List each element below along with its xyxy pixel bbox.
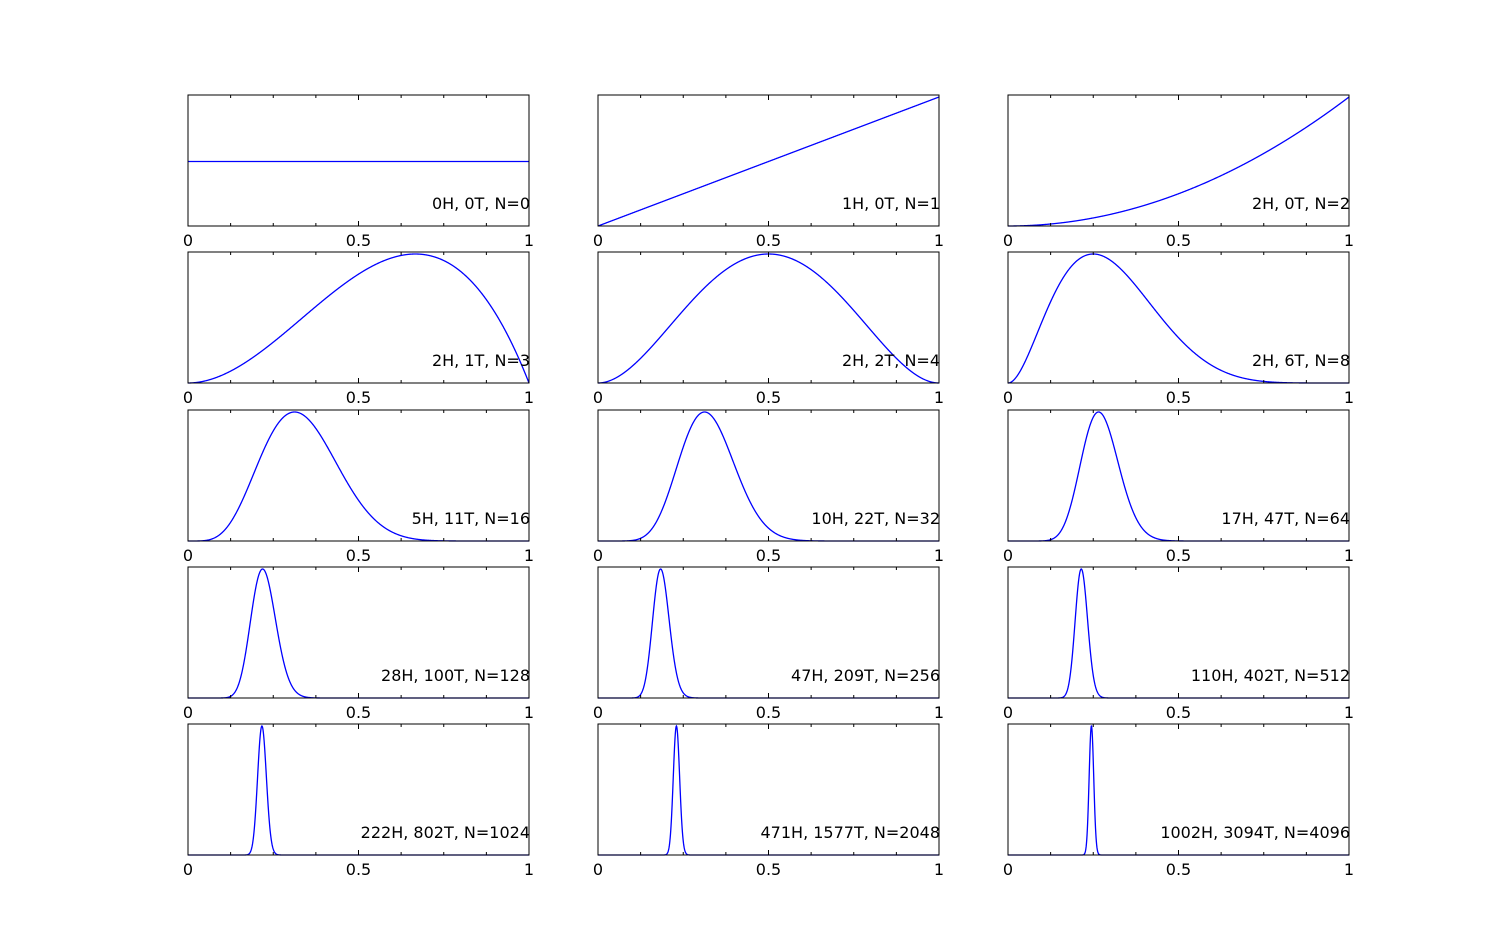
x-tick-label: 0 [593,231,603,250]
panel-6: 0 0.5 1 2H, 6T, N=8 [1003,251,1354,407]
x-tick-label: 0 [593,703,603,722]
x-tick-label: 0 [183,231,193,250]
panel-annotation: 1002H, 3094T, N=4096 [1160,823,1350,842]
x-tick-label: 1 [1344,860,1354,879]
x-tick-label: 0 [183,860,193,879]
panel-annotation: 17H, 47T, N=64 [1221,509,1350,528]
panel-8: 0 0.5 1 10H, 22T, N=32 [593,409,944,565]
panel-annotation: 471H, 1577T, N=2048 [761,823,941,842]
panel-annotation: 222H, 802T, N=1024 [361,823,530,842]
panel-7: 0 0.5 1 5H, 11T, N=16 [183,409,534,565]
x-tick-label: 0 [593,388,603,407]
x-tick-label: 0.5 [1166,703,1191,722]
x-tick-label: 1 [934,703,944,722]
x-tick-label: 0.5 [756,703,781,722]
x-tick-label: 1 [1344,231,1354,250]
x-tick-label: 0.5 [756,860,781,879]
panel-annotation: 28H, 100T, N=128 [381,666,530,685]
density-curve [597,96,940,227]
panel-11: 0 0.5 1 47H, 209T, N=256 [593,566,944,722]
panel-14: 0 0.5 1 471H, 1577T, N=2048 [593,723,944,879]
panel-annotation: 2H, 1T, N=3 [432,351,530,370]
panel-5: 0 0.5 1 2H, 2T, N=4 [593,251,944,407]
panel-annotation: 2H, 6T, N=8 [1252,351,1350,370]
panel-annotation: 0H, 0T, N=0 [432,194,530,213]
x-tick-label: 1 [934,860,944,879]
x-tick-label: 0.5 [346,231,371,250]
x-tick-label: 0.5 [346,703,371,722]
x-tick-label: 0.5 [346,860,371,879]
panel-3: 0 0.5 1 2H, 0T, N=2 [1003,94,1354,250]
x-tick-label: 0.5 [1166,231,1191,250]
x-tick-label: 1 [934,546,944,565]
x-tick-label: 0.5 [346,546,371,565]
panel-15: 0 0.5 1 1002H, 3094T, N=4096 [1003,723,1354,879]
x-tick-label: 1 [524,388,534,407]
panel-10: 0 0.5 1 28H, 100T, N=128 [183,566,534,722]
x-tick-label: 1 [934,231,944,250]
x-tick-label: 0 [593,546,603,565]
x-tick-label: 0.5 [1166,546,1191,565]
panel-12: 0 0.5 1 110H, 402T, N=512 [1003,566,1354,722]
x-tick-label: 1 [524,703,534,722]
panel-13: 0 0.5 1 222H, 802T, N=1024 [183,723,534,879]
x-tick-label: 0.5 [756,231,781,250]
x-tick-label: 0 [1003,546,1013,565]
x-tick-label: 1 [524,231,534,250]
panel-4: 0 0.5 1 2H, 1T, N=3 [183,251,534,407]
x-tick-label: 1 [1344,546,1354,565]
density-curve [188,253,530,384]
x-tick-label: 0.5 [1166,860,1191,879]
x-tick-label: 1 [524,860,534,879]
x-tick-label: 0 [183,388,193,407]
panel-annotation: 5H, 11T, N=16 [412,509,530,528]
x-tick-label: 0 [1003,388,1013,407]
x-tick-label: 0 [1003,231,1013,250]
panel-2: 0 0.5 1 1H, 0T, N=1 [593,94,944,250]
x-tick-label: 0.5 [756,388,781,407]
x-tick-label: 1 [524,546,534,565]
panel-1: 0 0.5 1 0H, 0T, N=0 [183,94,534,250]
x-tick-label: 0 [1003,703,1013,722]
x-tick-label: 0.5 [1166,388,1191,407]
x-tick-label: 0.5 [756,546,781,565]
x-tick-label: 1 [1344,703,1354,722]
panel-9: 0 0.5 1 17H, 47T, N=64 [1003,409,1354,565]
x-tick-label: 0 [183,703,193,722]
panel-annotation: 110H, 402T, N=512 [1191,666,1350,685]
density-curve [1008,96,1350,227]
panel-annotation: 1H, 0T, N=1 [842,194,940,213]
x-tick-label: 0.5 [346,388,371,407]
panel-annotation: 2H, 2T, N=4 [842,351,940,370]
x-tick-label: 0 [593,860,603,879]
x-tick-label: 0 [1003,860,1013,879]
x-tick-label: 1 [934,388,944,407]
x-tick-label: 0 [183,546,193,565]
panel-annotation: 47H, 209T, N=256 [791,666,940,685]
x-tick-label: 1 [1344,388,1354,407]
panel-annotation: 2H, 0T, N=2 [1252,194,1350,213]
panel-annotation: 10H, 22T, N=32 [811,509,940,528]
